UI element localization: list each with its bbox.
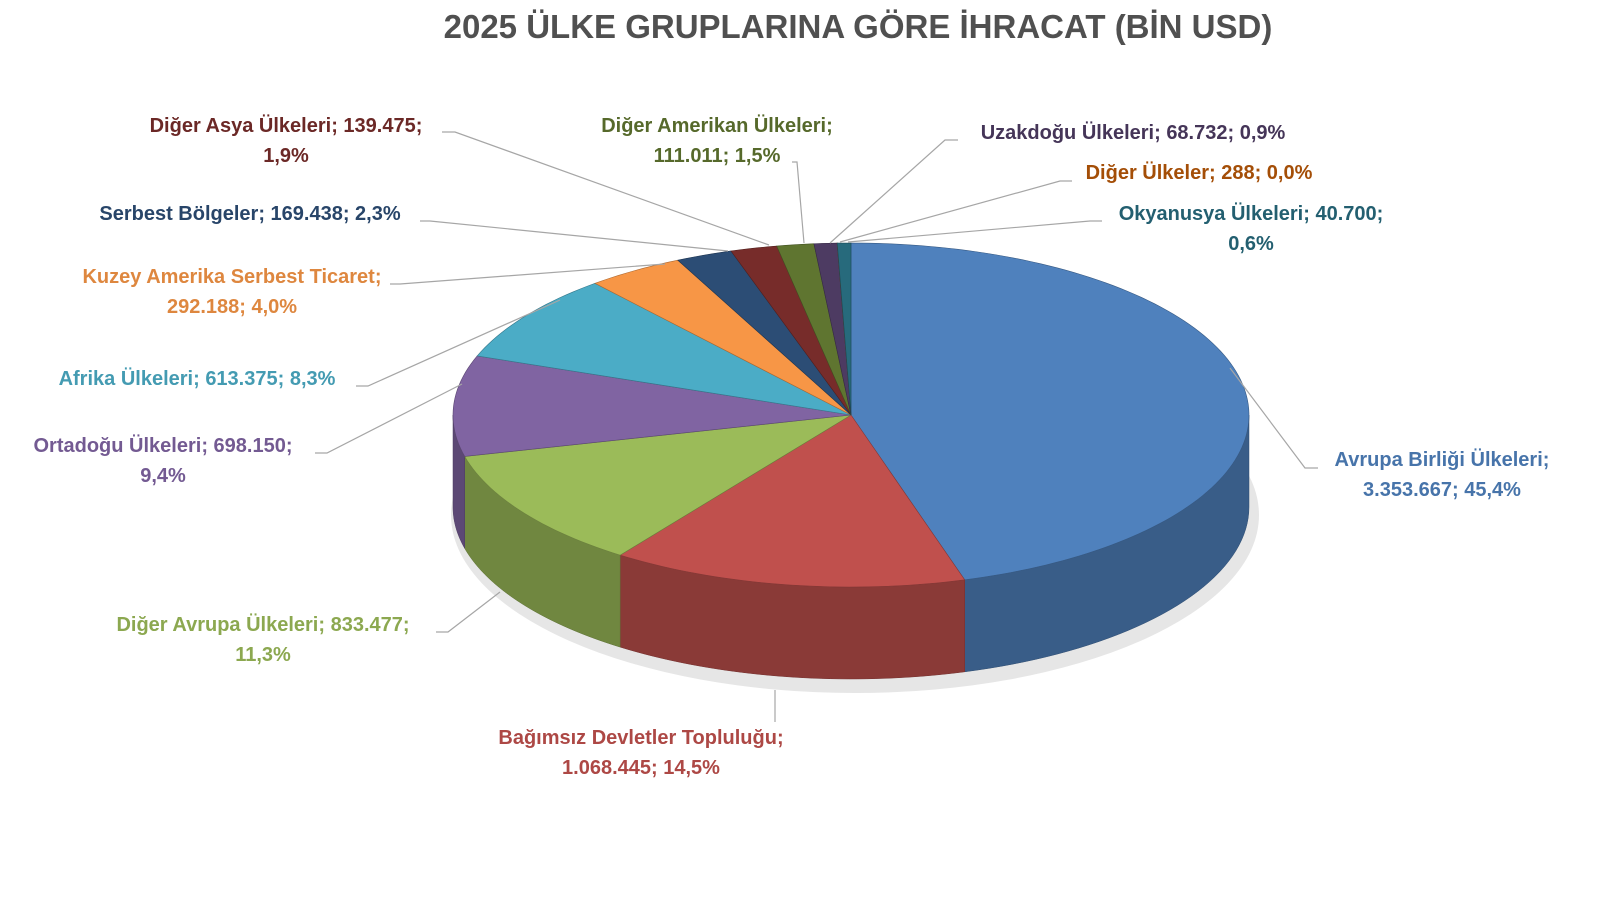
label-percent: 0,6% xyxy=(1228,233,1274,255)
data-label: Bağımsız Devletler Topluluğu; 1.068.445;… xyxy=(498,727,784,779)
label-percent: 8,3% xyxy=(289,368,336,390)
label-label: Kuzey Amerika Serbest Ticaret xyxy=(82,266,375,288)
label-percent: 4,0% xyxy=(251,296,298,318)
label-percent: 0,9% xyxy=(1239,122,1286,144)
pie-slice[interactable] xyxy=(619,414,966,588)
label-label: Okyanusya Ülkeleri xyxy=(1118,203,1304,225)
pie-slice[interactable] xyxy=(594,259,852,416)
leader-line xyxy=(436,591,501,633)
label-label: Bağımsız Devletler Topluluğu xyxy=(498,727,777,749)
leader-line xyxy=(390,263,666,285)
data-label: Diğer Amerikan Ülkeleri; 111.011; 1,5% xyxy=(601,115,833,167)
label-label: Afrika Ülkeleri xyxy=(58,368,194,390)
label-percent: 2,3% xyxy=(355,203,401,225)
leader-line xyxy=(420,220,729,252)
label-label: Ortadoğu Ülkeleri xyxy=(33,435,202,457)
pie-slice[interactable] xyxy=(730,245,852,416)
label-value-text: 111.011 xyxy=(653,145,723,167)
label-value-text: 68.732 xyxy=(1166,122,1228,144)
label-label: Uzakdoğu Ülkeleri xyxy=(980,122,1155,144)
pie-slice[interactable] xyxy=(677,250,852,416)
leader-line xyxy=(442,131,770,246)
chart-title: 2025 ÜLKE GRUPLARINA GÖRE İHRACAT (BİN U… xyxy=(443,8,1273,45)
label-value-text: 1.068.445 xyxy=(562,757,652,779)
leader-line xyxy=(792,161,805,244)
label-percent: 14,5% xyxy=(663,757,720,779)
label-value-text: 292.188 xyxy=(166,296,240,318)
data-label: Kuzey Amerika Serbest Ticaret; 292.188; … xyxy=(82,266,382,318)
label-value-text: 169.438 xyxy=(270,203,343,225)
data-label: Afrika Ülkeleri; 613.375; 8,3% xyxy=(58,368,336,390)
label-percent: 45,4% xyxy=(1464,479,1521,501)
label-percent: 1,5% xyxy=(734,145,781,167)
leader-line xyxy=(847,220,1102,243)
leader-line xyxy=(1229,367,1318,469)
label-value-text: 833.477 xyxy=(330,614,403,636)
data-label: Avrupa Birliği Ülkeleri; 3.353.667; 45,4… xyxy=(1334,449,1550,501)
label-value-text: 698.150 xyxy=(213,435,286,457)
data-label: Ortadoğu Ülkeleri; 698.150; 9,4% xyxy=(33,435,293,487)
pie-slice[interactable] xyxy=(464,414,852,556)
label-percent: 0,0% xyxy=(1266,162,1313,184)
data-label: Serbest Bölgeler; 169.438; 2,3% xyxy=(99,203,401,225)
label-label: Diğer Asya Ülkeleri xyxy=(149,115,332,137)
pie-slice[interactable] xyxy=(850,242,1250,581)
pie-slice[interactable] xyxy=(476,282,852,416)
label-value-text: 613.375 xyxy=(205,368,278,390)
label-label: Serbest Bölgeler xyxy=(99,203,259,225)
label-label: Diğer Amerikan Ülkeleri xyxy=(601,115,827,137)
data-label: Uzakdoğu Ülkeleri; 68.732; 0,9% xyxy=(980,122,1286,144)
pie-slice[interactable] xyxy=(836,242,852,416)
label-percent: 9,4% xyxy=(140,465,186,487)
label-percent: 11,3% xyxy=(235,644,291,666)
leader-line xyxy=(315,383,463,454)
data-label: Okyanusya Ülkeleri; 40.700; 0,6% xyxy=(1118,203,1384,255)
label-value-text: 3.353.667 xyxy=(1363,479,1453,501)
label-percent: 1,9% xyxy=(263,145,309,167)
data-label: Diğer Avrupa Ülkeleri; 833.477; 11,3% xyxy=(116,614,410,666)
pie-slice[interactable] xyxy=(452,355,852,457)
leader-line xyxy=(839,180,1072,243)
leader-line xyxy=(356,299,561,387)
label-label: Diğer Ülkeler xyxy=(1085,162,1209,184)
leader-line xyxy=(829,139,958,244)
label-label: Diğer Avrupa Ülkeleri xyxy=(116,614,319,636)
label-value-text: 40.700 xyxy=(1315,203,1377,225)
label-label: Avrupa Birliği Ülkeleri xyxy=(1334,449,1543,471)
data-label: Diğer Asya Ülkeleri; 139.475; 1,9% xyxy=(149,115,423,167)
data-label: Diğer Ülkeler; 288; 0,0% xyxy=(1085,162,1313,184)
label-value-text: 139.475 xyxy=(343,115,416,137)
label-value-text: 288 xyxy=(1221,162,1255,184)
